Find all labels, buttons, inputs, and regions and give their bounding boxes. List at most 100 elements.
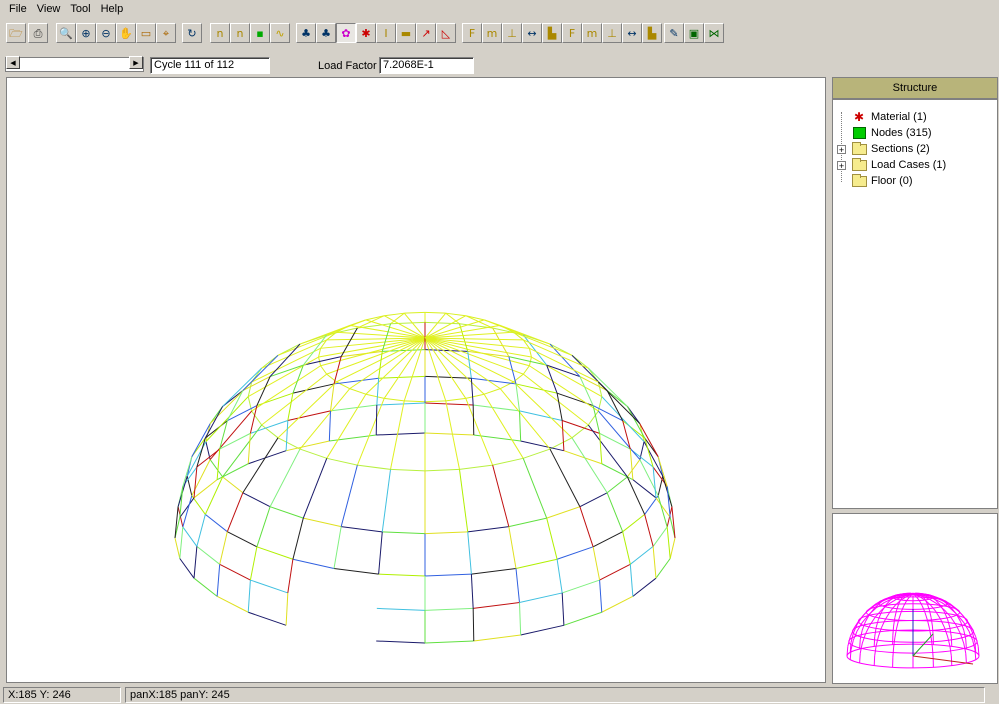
force-x-button[interactable]: F xyxy=(462,23,482,43)
print-button[interactable]: ⎙ xyxy=(28,23,48,43)
load-button[interactable]: ▙ xyxy=(542,23,562,43)
menu-view[interactable]: View xyxy=(36,3,61,15)
zoom-fit-button[interactable]: ⌖ xyxy=(156,23,176,43)
preview-meridian xyxy=(924,598,928,605)
export-button[interactable]: ▣ xyxy=(684,23,704,43)
dome-ring-segment xyxy=(299,448,327,459)
moment-arrow-button[interactable]: m xyxy=(582,23,602,43)
scroll-left-arrow-icon[interactable]: ◀ xyxy=(6,56,20,69)
dome-ring-segment xyxy=(376,640,426,644)
scale-button[interactable]: ▬ xyxy=(396,23,416,43)
preview-meridian xyxy=(847,636,851,647)
menu-help[interactable]: Help xyxy=(100,3,124,15)
curve-button[interactable]: ↗ xyxy=(416,23,436,43)
tree-item[interactable]: Nodes (315) xyxy=(851,126,932,140)
menu-tool[interactable]: Tool xyxy=(70,3,91,15)
preview-meridian xyxy=(861,609,869,617)
load-factor-field[interactable]: 7.2068E-1 xyxy=(379,57,474,74)
force-x-icon: F xyxy=(468,26,476,40)
dome-meridian-segment xyxy=(349,337,426,390)
dome-ring-segment xyxy=(330,404,377,412)
preview-meridian xyxy=(947,636,951,647)
dome-meridian-segment xyxy=(500,324,551,345)
dome-ring-segment xyxy=(382,531,426,535)
force-arrow-button[interactable]: F xyxy=(562,23,582,43)
preview-meridian xyxy=(874,601,882,608)
dome-ring-segment xyxy=(606,476,628,494)
cycle-scrollbar[interactable] xyxy=(5,57,144,72)
tree-item[interactable]: Floor (0) xyxy=(851,173,913,188)
cycle-field[interactable]: Cycle 111 of 112 xyxy=(150,57,270,74)
reaction-button[interactable]: ⊥ xyxy=(602,23,622,43)
pan-hand-button[interactable]: ✋ xyxy=(116,23,136,43)
dome-ring-segment xyxy=(357,464,391,470)
dome-meridian-segment xyxy=(403,312,426,339)
tree-item[interactable]: ✱ Material (1) xyxy=(851,110,927,124)
dimension-button[interactable]: ↔ xyxy=(522,23,542,43)
node-button[interactable]: ▪ xyxy=(250,23,270,43)
dome-meridian-segment xyxy=(261,339,327,369)
dome-meridian-segment xyxy=(256,376,271,406)
dome-meridian-segment xyxy=(531,356,603,398)
dome-meridian-segment xyxy=(459,323,469,352)
dome-ring-segment xyxy=(376,607,426,611)
material-button[interactable]: ✱ xyxy=(356,23,376,43)
preview-meridian xyxy=(930,637,933,648)
zoom-window-button[interactable]: 🔍 xyxy=(56,23,76,43)
element-number-button[interactable]: n xyxy=(230,23,250,43)
preview-meridian xyxy=(864,613,871,622)
dome-ring-segment xyxy=(251,410,263,426)
zoom-extent-button[interactable]: ▭ xyxy=(136,23,156,43)
report-button[interactable]: ✎ xyxy=(664,23,684,43)
folder-icon xyxy=(851,141,867,156)
zoom-in-button[interactable]: ⊕ xyxy=(76,23,96,43)
support-button[interactable]: ⊥ xyxy=(502,23,522,43)
tree-expand-icon[interactable]: + xyxy=(837,161,846,171)
tree-item[interactable]: Sections (2) xyxy=(851,141,930,156)
load-factor-label: Load Factor xyxy=(318,60,377,72)
dome-ring-segment xyxy=(333,377,379,385)
zoom-extent-icon: ▭ xyxy=(140,26,152,40)
dome-ring-segment xyxy=(219,563,251,581)
node-number-button[interactable]: n xyxy=(210,23,230,43)
zoom-out-button[interactable]: ⊖ xyxy=(96,23,116,43)
dome-meridian-segment xyxy=(242,437,279,494)
dome-ring-segment xyxy=(376,402,426,406)
wave-button[interactable]: ∿ xyxy=(270,23,290,43)
dome-meridian-segment xyxy=(424,312,447,339)
preview-meridian xyxy=(918,600,923,607)
dome-ring-segment xyxy=(629,546,654,565)
angle-button[interactable]: ◺ xyxy=(436,23,456,43)
tree-item[interactable]: Load Cases (1) xyxy=(851,157,946,172)
section-color-button[interactable]: ✿ xyxy=(336,23,356,43)
dome-ring-segment xyxy=(546,364,581,378)
dome-meridian-segment xyxy=(357,315,385,329)
dome-ring-segment xyxy=(378,375,426,379)
structure-viewport[interactable] xyxy=(6,77,826,683)
section-i-button[interactable]: I xyxy=(376,23,396,43)
scroll-right-arrow-icon[interactable]: ▶ xyxy=(129,56,143,69)
structure-button[interactable]: ♣ xyxy=(296,23,316,43)
dome-meridian-segment xyxy=(247,580,251,613)
chart-button[interactable]: ▙ xyxy=(642,23,662,43)
dome-meridian-segment xyxy=(209,410,253,460)
dome-ring-segment xyxy=(329,434,377,442)
rotate-button[interactable]: ↻ xyxy=(182,23,202,43)
tree-item-label: Nodes (315) xyxy=(871,127,932,139)
preview-meridian xyxy=(950,606,957,615)
open-button[interactable]: 🗁 xyxy=(6,23,26,43)
dome-meridian-segment xyxy=(518,410,522,442)
axis-button[interactable]: ↔ xyxy=(622,23,642,43)
angle-icon: ◺ xyxy=(441,26,451,40)
dome-meridian-segment xyxy=(249,546,258,581)
graph-button[interactable]: ⋈ xyxy=(704,23,724,43)
tree-expand-icon[interactable]: + xyxy=(837,145,846,155)
dome-ring-segment xyxy=(384,397,405,402)
dome-ring-segment xyxy=(390,468,426,472)
menu-file[interactable]: File xyxy=(9,3,27,15)
deformed-structure-button[interactable]: ♣ xyxy=(316,23,336,43)
moment-button[interactable]: m xyxy=(482,23,502,43)
preview-meridian xyxy=(874,609,882,618)
dome-meridian-segment xyxy=(523,373,589,426)
dome-ring-segment xyxy=(669,537,676,559)
